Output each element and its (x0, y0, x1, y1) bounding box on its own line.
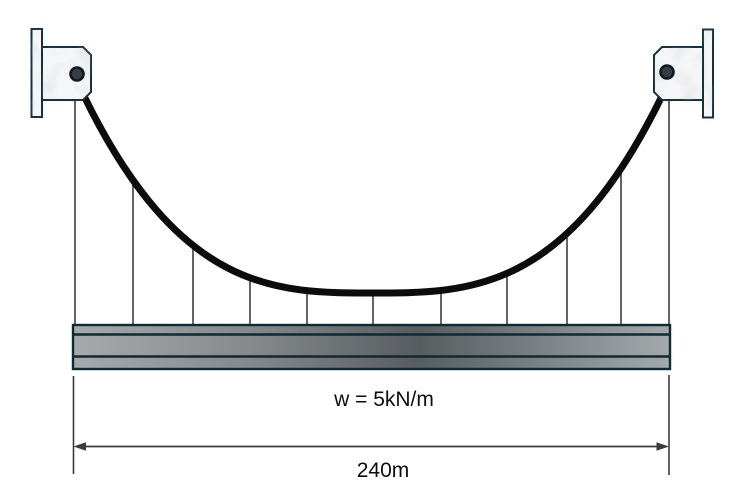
load-label: w = 5kN/m (333, 388, 434, 411)
main-cable (80, 92, 666, 297)
left-anchor (30, 28, 92, 118)
span-dimension (72, 375, 670, 475)
arrowhead-right-icon (656, 442, 669, 451)
bridge-deck (71, 323, 672, 371)
span-label: 240m (357, 459, 410, 482)
right-pin-icon (659, 64, 675, 80)
right-anchor (653, 28, 714, 119)
arrowhead-left-icon (73, 442, 86, 451)
left-pin-icon (69, 66, 85, 82)
hanger-lines (74, 100, 670, 326)
deck-body (71, 323, 672, 371)
